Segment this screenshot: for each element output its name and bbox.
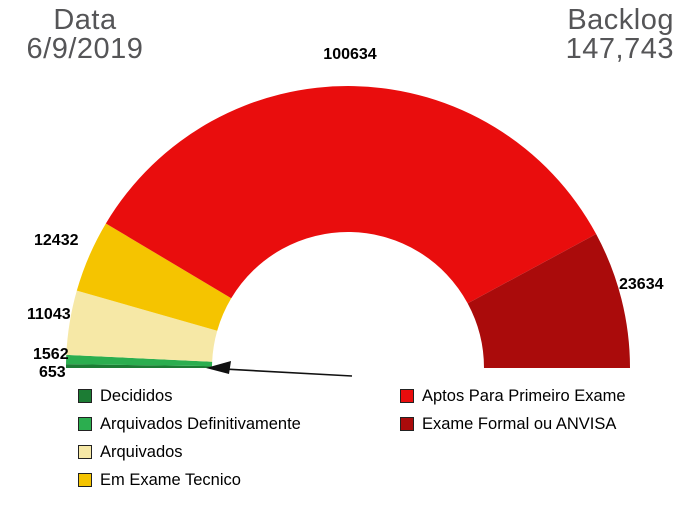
legend-swatch-arquivados xyxy=(78,445,92,459)
date-block: Data 6/9/2019 xyxy=(22,6,148,64)
backlog-block: Backlog 147,743 xyxy=(566,6,674,64)
donut-slice-0 xyxy=(66,364,213,368)
legend-label-em-exame-tecnico: Em Exame Tecnico xyxy=(100,470,241,489)
legend-label-aptos-primeiro-exame: Aptos Para Primeiro Exame xyxy=(422,386,626,405)
donut-slice-2 xyxy=(66,290,218,362)
donut-slice-1 xyxy=(66,354,213,367)
legend: Decididos Arquivados Definitivamente Arq… xyxy=(78,382,626,494)
legend-label-exame-formal-anvisa: Exame Formal ou ANVISA xyxy=(422,414,617,433)
value-label-exame-formal: 23634 xyxy=(619,276,664,293)
backlog-label: Backlog xyxy=(567,4,674,36)
legend-swatch-arquivados-definitivamente xyxy=(78,417,92,431)
donut-slice-4 xyxy=(105,86,597,304)
legend-swatch-em-exame-tecnico xyxy=(78,473,92,487)
value-label-arquivados-def: 1562 xyxy=(33,346,69,363)
arrow-annotation xyxy=(206,361,353,377)
legend-swatch-exame-formal-anvisa xyxy=(400,417,414,431)
legend-swatch-decididos xyxy=(78,389,92,403)
value-label-em-exame: 12432 xyxy=(34,232,79,249)
legend-label-arquivados-definitivamente: Arquivados Definitivamente xyxy=(100,414,301,433)
value-label-arquivados: 11043 xyxy=(27,306,71,323)
legend-column-left: Decididos Arquivados Definitivamente Arq… xyxy=(78,382,400,494)
legend-item-decididos: Decididos xyxy=(78,382,400,410)
legend-item-aptos-primeiro-exame: Aptos Para Primeiro Exame xyxy=(400,382,626,410)
backlog-value: 147,743 xyxy=(565,33,674,65)
legend-item-arquivados: Arquivados xyxy=(78,438,400,466)
date-value: 6/9/2019 xyxy=(26,33,144,65)
legend-item-em-exame-tecnico: Em Exame Tecnico xyxy=(78,466,400,494)
legend-item-exame-formal-anvisa: Exame Formal ou ANVISA xyxy=(400,410,626,438)
value-label-decididos: 653 xyxy=(39,364,66,381)
value-label-aptos: 100634 xyxy=(323,46,377,63)
legend-label-arquivados: Arquivados xyxy=(100,442,183,461)
donut-slice-5 xyxy=(467,234,630,368)
donut-slices xyxy=(66,86,630,368)
legend-item-arquivados-definitivamente: Arquivados Definitivamente xyxy=(78,410,400,438)
donut-slice-3 xyxy=(76,223,232,331)
legend-label-decididos: Decididos xyxy=(100,386,173,405)
legend-swatch-aptos-primeiro-exame xyxy=(400,389,414,403)
date-label: Data xyxy=(53,4,117,36)
legend-column-right: Aptos Para Primeiro Exame Exame Formal o… xyxy=(400,382,626,494)
